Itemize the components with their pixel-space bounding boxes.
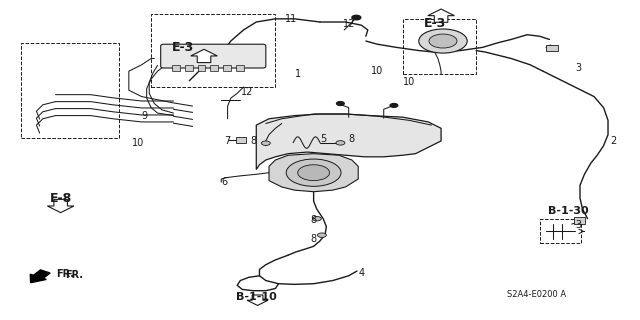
Bar bbox=[403, 19, 476, 74]
Bar bbox=[185, 66, 193, 71]
Text: E-3: E-3 bbox=[424, 17, 446, 30]
Text: B-1-30: B-1-30 bbox=[548, 206, 589, 216]
FancyArrow shape bbox=[30, 270, 50, 283]
Text: FR.: FR. bbox=[65, 270, 83, 280]
FancyBboxPatch shape bbox=[161, 44, 266, 68]
Text: 8: 8 bbox=[310, 234, 317, 244]
Text: E-8: E-8 bbox=[49, 192, 72, 204]
Text: 5: 5 bbox=[320, 134, 326, 144]
Circle shape bbox=[352, 15, 361, 20]
Circle shape bbox=[429, 34, 457, 48]
Bar bbox=[151, 14, 275, 87]
Bar bbox=[540, 219, 581, 243]
Polygon shape bbox=[256, 114, 441, 170]
Circle shape bbox=[286, 159, 341, 186]
Text: 8: 8 bbox=[250, 136, 256, 146]
Text: 4: 4 bbox=[358, 268, 365, 278]
Text: FR.: FR. bbox=[56, 269, 74, 279]
Circle shape bbox=[298, 165, 330, 180]
Text: 11: 11 bbox=[285, 14, 298, 24]
Text: 12: 12 bbox=[342, 19, 355, 29]
Bar bbox=[198, 66, 205, 71]
Text: E-3: E-3 bbox=[172, 41, 194, 54]
Bar bbox=[20, 43, 119, 138]
Text: S2A4-E0200 A: S2A4-E0200 A bbox=[507, 290, 566, 299]
Text: 10: 10 bbox=[132, 138, 145, 148]
Circle shape bbox=[390, 104, 397, 107]
Polygon shape bbox=[191, 49, 218, 63]
Text: B-1-10: B-1-10 bbox=[236, 292, 276, 302]
Bar bbox=[573, 217, 585, 224]
Circle shape bbox=[337, 102, 344, 105]
Text: 1: 1 bbox=[294, 69, 301, 79]
Circle shape bbox=[261, 141, 270, 145]
Text: 3: 3 bbox=[575, 63, 581, 73]
Bar bbox=[236, 138, 246, 142]
Circle shape bbox=[312, 216, 321, 221]
Text: 10: 10 bbox=[403, 77, 415, 87]
Text: 6: 6 bbox=[221, 177, 227, 187]
Polygon shape bbox=[428, 9, 454, 22]
Bar bbox=[223, 66, 231, 71]
Polygon shape bbox=[247, 295, 268, 306]
Text: 8: 8 bbox=[310, 215, 317, 225]
Circle shape bbox=[419, 29, 467, 53]
Circle shape bbox=[317, 233, 326, 237]
Bar bbox=[236, 66, 244, 71]
Text: 9: 9 bbox=[141, 111, 148, 121]
Text: 10: 10 bbox=[371, 66, 383, 76]
Text: 3: 3 bbox=[575, 220, 581, 230]
Text: 2: 2 bbox=[610, 136, 616, 146]
Polygon shape bbox=[269, 154, 358, 192]
Bar bbox=[172, 66, 180, 71]
Polygon shape bbox=[47, 199, 74, 212]
Text: 7: 7 bbox=[225, 136, 231, 146]
Text: 8: 8 bbox=[349, 134, 355, 144]
Bar bbox=[211, 66, 218, 71]
Text: 12: 12 bbox=[241, 87, 253, 97]
Bar bbox=[546, 45, 557, 51]
Circle shape bbox=[336, 141, 345, 145]
